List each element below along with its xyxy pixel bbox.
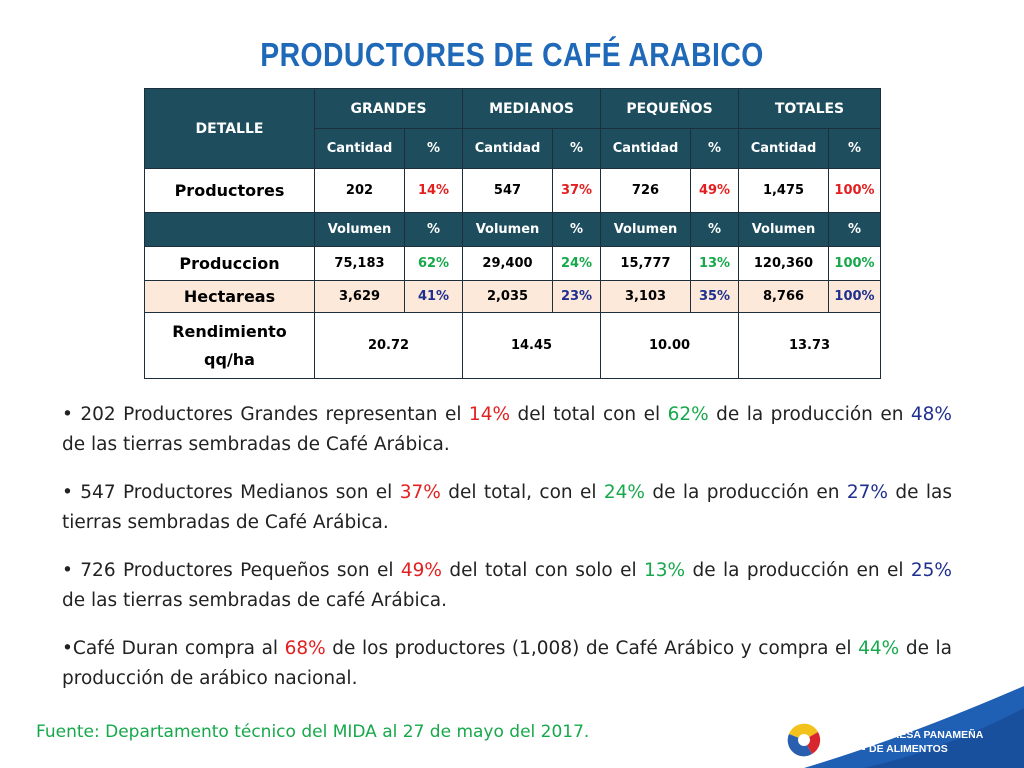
bullet-item: •Café Duran compra al 68% de los product… — [62, 634, 952, 694]
table-row-produccion: Produccion 75,183 62% 29,400 24% 15,777 … — [144, 246, 881, 281]
table-cell: 3,103 — [600, 280, 691, 313]
subheader-cell: % — [828, 128, 881, 169]
rendimiento-label: Rendimiento — [172, 321, 287, 341]
table-cell: 24% — [552, 246, 601, 281]
table-cell: 37% — [552, 168, 601, 213]
source-note: Fuente: Departamento técnico del MIDA al… — [36, 722, 590, 742]
coffee-producers-table: DETALLE GRANDES MEDIANOS PEQUEÑOS TOTALE… — [144, 88, 881, 379]
table-cell: 14.45 — [462, 312, 601, 379]
detalle-header: DETALLE — [144, 88, 315, 169]
highlight-red: 68% — [284, 638, 326, 659]
table-row-rendimiento: Rendimiento qq/ha 20.72 14.45 10.00 13.7… — [144, 312, 881, 379]
highlight-green: 24% — [603, 482, 646, 503]
bullet-text: de las tierras sembradas de café Arábica… — [62, 590, 448, 611]
table-cell: 10.00 — [600, 312, 739, 379]
bullet-text: • 726 Productores Pequeños son el — [62, 560, 401, 581]
table-cell: 120,360 — [738, 246, 829, 281]
bullet-item: • 726 Productores Pequeños son el 49% de… — [62, 556, 952, 616]
bullet-list: • 202 Productores Grandes representan el… — [62, 400, 952, 712]
table-cell: 62% — [404, 246, 463, 281]
highlight-red: 49% — [400, 560, 443, 581]
bullet-text: • 202 Productores Grandes representan el — [62, 404, 469, 425]
rendimiento-unit: qq/ha — [204, 349, 255, 369]
table-cell: 8,766 — [738, 280, 829, 313]
subheader-cell: Cantidad — [600, 128, 691, 169]
bullet-text: de la producción en el — [685, 560, 911, 581]
highlight-navy: 25% — [910, 560, 952, 581]
bullet-text: del total, con el — [440, 482, 604, 503]
bullet-text: • 547 Productores Medianos son el — [62, 482, 400, 503]
table-row-productores: Productores 202 14% 547 37% 726 49% 1,47… — [144, 168, 881, 213]
highlight-green: 62% — [667, 404, 709, 425]
table-cell: 100% — [828, 246, 881, 281]
subheader-cell: % — [404, 128, 463, 169]
table-cell: 35% — [690, 280, 739, 313]
bullet-text: del total con solo el — [442, 560, 644, 581]
logo-line2: DE ALIMENTOS — [869, 743, 948, 755]
table-cell: 726 — [600, 168, 691, 213]
table-cell: 49% — [690, 168, 739, 213]
table-cell: 2,035 — [462, 280, 553, 313]
subheader-cell: % — [552, 128, 601, 169]
bullet-text: de las tierras sembradas de Café Arábica… — [62, 482, 952, 533]
table-row-hectareas: Hectareas 3,629 41% 2,035 23% 3,103 35% … — [144, 280, 881, 313]
table-cell: 23% — [552, 280, 601, 313]
page-title: PRODUCTORES DE CAFÉ ARABICO — [260, 36, 764, 73]
subheader-cell: Volumen — [462, 212, 553, 247]
subheader-cell: Cantidad — [738, 128, 829, 169]
table-cell: 13% — [690, 246, 739, 281]
row-label: Produccion — [144, 246, 315, 281]
row-label: Productores — [144, 168, 315, 213]
highlight-navy: 27% — [846, 482, 888, 503]
group-header-pequenos: PEQUEÑOS — [600, 88, 739, 129]
group-header-grandes: GRANDES — [314, 88, 463, 129]
table-cell: 1,475 — [738, 168, 829, 213]
bullet-item: • 202 Productores Grandes representan el… — [62, 400, 952, 460]
subheader-cell: Cantidad — [462, 128, 553, 169]
table-cell: 29,400 — [462, 246, 553, 281]
subheader-cell: % — [828, 212, 881, 247]
bullet-text: del total con el — [510, 404, 668, 425]
table-cell: 13.73 — [738, 312, 881, 379]
bullet-text: de la producción en — [645, 482, 847, 503]
subheader-cell: % — [404, 212, 463, 247]
highlight-red: 37% — [399, 482, 441, 503]
logo-line1: EMPRESA PANAMEÑA — [869, 728, 984, 741]
table-cell: 100% — [828, 168, 881, 213]
table-cell: 100% — [828, 280, 881, 313]
highlight-navy: 48% — [910, 404, 952, 425]
subheader-blank — [144, 212, 315, 247]
table-cell: 202 — [314, 168, 405, 213]
table-cell: 3,629 — [314, 280, 405, 313]
group-header-medianos: MEDIANOS — [462, 88, 601, 129]
table-cell: 15,777 — [600, 246, 691, 281]
table-cell: 20.72 — [314, 312, 463, 379]
row-label: Hectareas — [144, 280, 315, 313]
bullet-text: de las tierras sembradas de Café Arábica… — [62, 434, 450, 455]
bullet-text: de la producción en — [708, 404, 911, 425]
table-cell: 75,183 — [314, 246, 405, 281]
logo-mark: EPA — [825, 732, 867, 755]
highlight-green: 13% — [644, 560, 686, 581]
bullet-text: de la producción de arábico nacional. — [62, 638, 952, 689]
subheader-cell: Volumen — [600, 212, 691, 247]
epa-emblem-icon — [787, 723, 821, 757]
table-cell: 547 — [462, 168, 553, 213]
subheader-cell: Volumen — [738, 212, 829, 247]
bullet-text: •Café Duran compra al — [62, 638, 285, 659]
bullet-item: • 547 Productores Medianos son el 37% de… — [62, 478, 952, 538]
highlight-red: 14% — [468, 404, 511, 425]
bullet-text: de los productores (1,008) de Café Arábi… — [325, 638, 859, 659]
subheader-cell: % — [690, 212, 739, 247]
epa-logo: EPA EMPRESA PANAMEÑA DE ALIMENTOS — [787, 686, 1024, 768]
row-label: Rendimiento qq/ha — [144, 312, 315, 379]
subheader-cell: Volumen — [314, 212, 405, 247]
highlight-green: 44% — [858, 638, 900, 659]
table-cell: 41% — [404, 280, 463, 313]
subheader-cell: % — [552, 212, 601, 247]
table-cell: 14% — [404, 168, 463, 213]
group-header-totales: TOTALES — [738, 88, 881, 129]
subheader-cell: Cantidad — [314, 128, 405, 169]
subheader-cell: % — [690, 128, 739, 169]
